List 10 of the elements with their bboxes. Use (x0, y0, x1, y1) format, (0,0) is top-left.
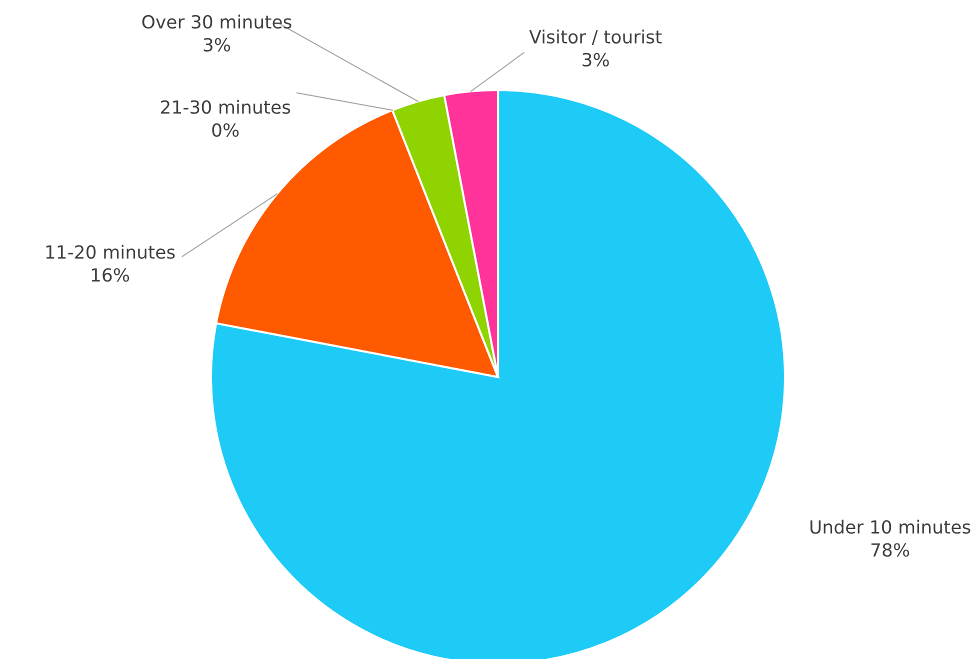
slice-label: Visitor / tourist (529, 30, 662, 45)
category-label: 21-30 minutes (161, 100, 290, 114)
slice-label: Over 30 minutes (142, 14, 292, 29)
data-label: 3% (204, 38, 230, 52)
data-label: 16% (92, 268, 130, 282)
slice-label: Under 10 minutes (810, 520, 970, 534)
data-label: 78% (871, 543, 910, 557)
text: 0% (212, 123, 239, 137)
data-label: 3% (582, 52, 609, 67)
slice-label: 11-20 minutes (46, 244, 175, 259)
